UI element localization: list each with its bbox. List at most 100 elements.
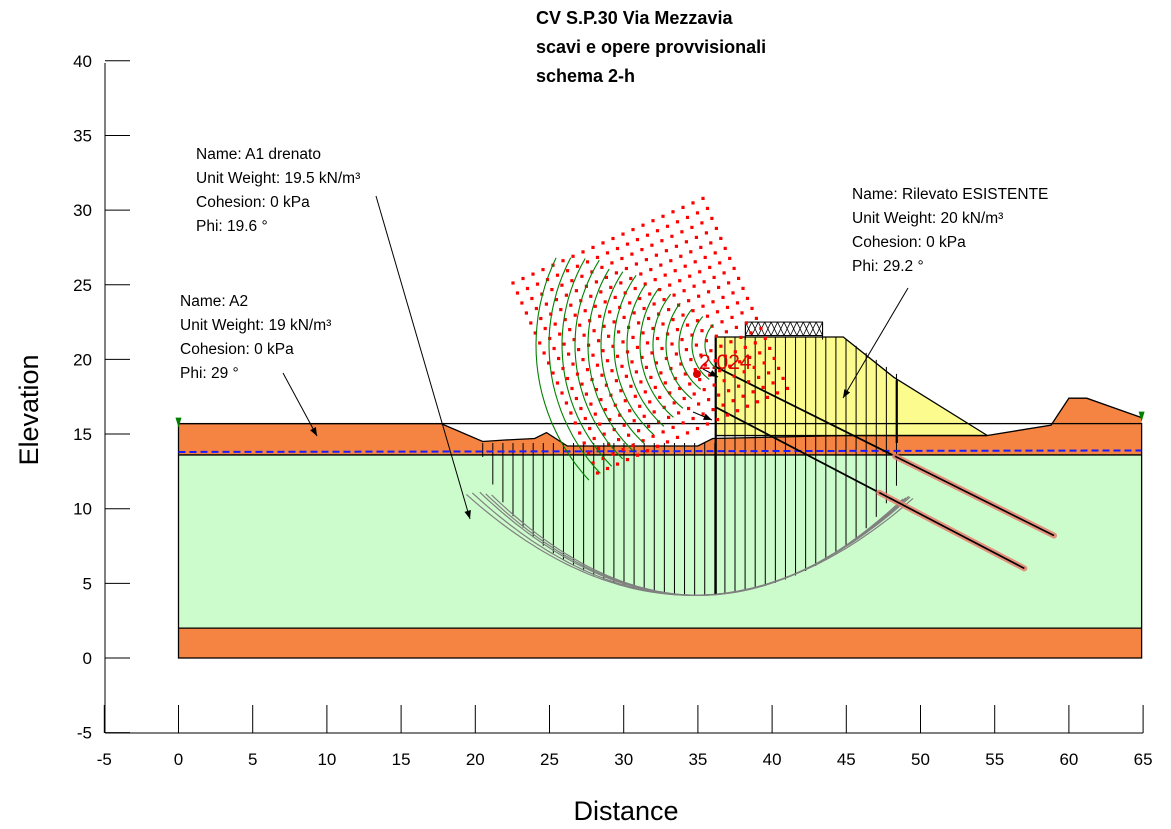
grid-point (648, 292, 652, 296)
model-boundary (177, 422, 1143, 659)
leader-rilevato (842, 287, 909, 399)
grid-point (620, 256, 624, 261)
y-tick-label: 15 (73, 425, 92, 444)
grid-point (579, 406, 583, 411)
grid-point (685, 431, 690, 435)
rilevato-phi: Phi: 29.2 ° (852, 258, 924, 275)
grid-point (560, 391, 564, 395)
grid-point (555, 273, 560, 277)
x-tick-label: -5 (97, 750, 112, 769)
grid-point (633, 286, 637, 291)
x-tick-label: 45 (837, 750, 856, 769)
grid-point (719, 236, 723, 240)
grid-point (601, 456, 605, 461)
grid-point (722, 379, 726, 383)
grid-point (601, 241, 605, 245)
grid-point (580, 274, 584, 278)
grid-point (524, 311, 528, 315)
grid-point (691, 201, 695, 205)
grid-point (641, 331, 645, 335)
grid-point (603, 300, 607, 304)
anchor-bond-core (878, 491, 1025, 570)
grid-point (632, 311, 636, 315)
grid-point (661, 430, 665, 434)
grid-point (698, 270, 702, 274)
title-line-2: scavi e opere provvisionali (536, 37, 766, 57)
leader-a1 (375, 195, 471, 520)
grid-point (648, 400, 652, 404)
grid-point (631, 335, 635, 339)
grid-point (598, 314, 602, 318)
grid-point (681, 313, 685, 317)
grid-point (597, 446, 601, 451)
title-line-3: schema 2-h (536, 66, 635, 86)
grid-point (664, 249, 668, 253)
grid-point (515, 291, 520, 295)
grid-point (559, 308, 563, 312)
grid-point (669, 366, 673, 371)
grid-point (723, 354, 727, 358)
grid-point (650, 243, 654, 247)
grid-point (701, 304, 705, 308)
grid-point (577, 348, 581, 352)
grid-point (641, 223, 645, 227)
grid-point (635, 238, 640, 242)
grid-point (674, 244, 678, 248)
grid-point (639, 272, 643, 276)
grid-point (618, 413, 622, 417)
grid-point (534, 306, 538, 311)
grid-point (693, 368, 697, 372)
grid-point (741, 394, 745, 398)
x-tick-label: 60 (1059, 750, 1078, 769)
grid-point (745, 404, 750, 408)
grid-point (619, 281, 623, 285)
grid-point (727, 389, 731, 393)
grid-point (672, 401, 676, 405)
grid-point (595, 363, 600, 367)
ground-anchors (715, 366, 1058, 572)
grid-point (521, 276, 525, 281)
grid-point (595, 255, 600, 259)
grid-point (734, 325, 738, 329)
grid-point (629, 384, 633, 388)
grid-point (705, 206, 710, 210)
grid-point (715, 310, 720, 314)
soil-layers (178, 337, 1142, 658)
grid-point (663, 381, 667, 385)
grid-point (749, 331, 753, 335)
grid-point (735, 301, 740, 305)
grid-point (651, 434, 655, 438)
grid-point (762, 361, 766, 365)
grid-point (732, 266, 736, 270)
grid-point (541, 268, 545, 272)
grid-point (627, 433, 631, 437)
grid-point (645, 449, 650, 453)
grid-point (567, 352, 571, 356)
radius-arc (691, 316, 710, 380)
grid-point (595, 471, 600, 475)
grid-point (660, 239, 664, 243)
y-tick-label: 25 (73, 276, 92, 295)
grid-point (572, 338, 576, 342)
radius-arc (665, 302, 693, 400)
grid-point (564, 401, 568, 405)
grid-point (555, 381, 560, 385)
grid-point (692, 392, 696, 396)
surcharge-hatch (790, 321, 798, 336)
a1-phi: Phi: 19.6 ° (196, 218, 268, 235)
grid-point (709, 349, 713, 353)
grid-point (642, 306, 646, 311)
leader-a1-head (464, 510, 471, 519)
grid-point (683, 264, 687, 268)
grid-point (531, 272, 535, 276)
grid-point (665, 224, 670, 228)
surcharge-hatch (815, 321, 823, 336)
grid-point (739, 335, 743, 339)
a1-unit-weight: Unit Weight: 19.5 kN/m³ (196, 170, 360, 187)
grid-point (659, 263, 663, 267)
grid-point (693, 260, 697, 264)
grid-point (591, 353, 595, 357)
grid-point (661, 214, 665, 218)
grid-point (569, 411, 573, 415)
grid-point (709, 241, 713, 245)
